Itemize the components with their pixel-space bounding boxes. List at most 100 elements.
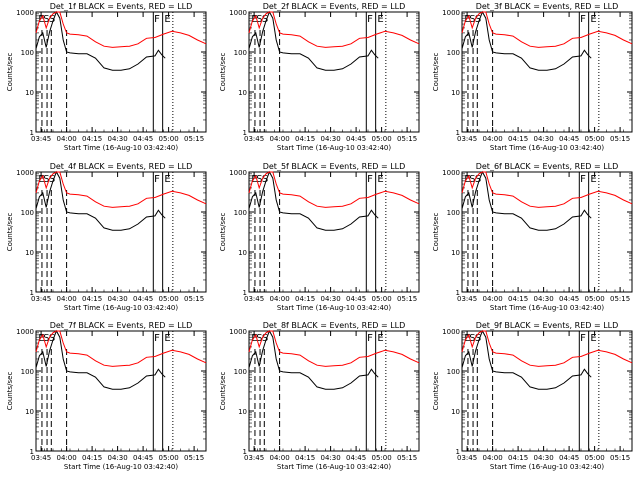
marker-letter: S <box>43 333 49 344</box>
marker-letter: E <box>590 174 596 185</box>
marker-letter: S <box>475 174 481 185</box>
lld-series-line <box>461 171 633 208</box>
marker-letter: E <box>464 14 470 25</box>
x-axis-label: Start Time (16-Aug-10 03:42:40) <box>64 144 178 152</box>
x-tick-label: 04:30 <box>108 135 128 143</box>
marker-letter: S <box>262 174 268 185</box>
marker-letter: E <box>164 333 170 344</box>
marker-letter: S <box>49 14 55 25</box>
y-tick-label: 10 <box>25 408 34 416</box>
x-tick-label: 04:00 <box>483 454 503 462</box>
marker-letter: S <box>262 333 268 344</box>
y-tick-label: 10 <box>451 249 460 257</box>
panel-title: Det_6f BLACK = Events, RED = LLD <box>476 162 619 171</box>
marker-letter: E <box>377 174 383 185</box>
x-tick-label: 05:00 <box>159 454 179 462</box>
events-series-line <box>248 10 379 71</box>
x-axis-label: Start Time (16-Aug-10 03:42:40) <box>277 463 391 471</box>
y-axis-label: Counts/sec <box>432 53 440 92</box>
panel-title: Det_1f BLACK = Events, RED = LLD <box>50 2 193 11</box>
x-tick-label: 04:30 <box>108 454 128 462</box>
marker-letter: F <box>367 14 373 25</box>
x-tick-label: 05:00 <box>372 454 392 462</box>
events-series-line <box>35 329 166 390</box>
x-tick-label: 05:00 <box>159 295 179 303</box>
x-tick-label: 04:30 <box>534 454 554 462</box>
marker-letter: S <box>43 14 49 25</box>
x-tick-label: 05:00 <box>585 135 605 143</box>
x-axis-label: Start Time (16-Aug-10 03:42:40) <box>490 304 604 312</box>
x-tick-label: 04:15 <box>295 135 315 143</box>
y-axis-label: Counts/sec <box>432 372 440 411</box>
x-tick-label: 05:15 <box>610 135 630 143</box>
panel-det-3: Det_3f BLACK = Events, RED = LLD 1 10 100 10… <box>432 2 633 152</box>
marker-letter: E <box>464 174 470 185</box>
panel-det-8: Det_8f BLACK = Events, RED = LLD 1 10 100 10… <box>219 321 420 471</box>
lld-series-line <box>461 11 633 48</box>
x-tick-label: 04:00 <box>270 454 290 462</box>
lld-series-line <box>248 11 420 48</box>
x-tick-label: 05:15 <box>184 454 204 462</box>
x-tick-label: 03:45 <box>31 295 51 303</box>
x-tick-label: 04:15 <box>82 454 102 462</box>
y-tick-label: 1000 <box>442 328 460 336</box>
marker-letter: E <box>251 174 257 185</box>
y-tick-label: 1000 <box>442 169 460 177</box>
y-tick-label: 1 <box>30 129 34 137</box>
panel-det-2: Det_2f BLACK = Events, RED = LLD 1 10 100 10… <box>219 2 420 152</box>
x-tick-label: 04:30 <box>321 454 341 462</box>
y-tick-label: 1000 <box>16 328 34 336</box>
events-series-line <box>461 329 592 390</box>
y-tick-label: 100 <box>447 368 460 376</box>
marker-letter: E <box>38 14 44 25</box>
x-tick-label: 03:45 <box>457 454 477 462</box>
x-tick-label: 04:45 <box>559 135 579 143</box>
x-tick-label: 05:15 <box>397 135 417 143</box>
marker-letter: S <box>475 333 481 344</box>
panel-title: Det_8f BLACK = Events, RED = LLD <box>263 321 406 330</box>
y-tick-label: 100 <box>447 49 460 57</box>
y-tick-label: 100 <box>21 49 34 57</box>
x-tick-label: 04:30 <box>321 295 341 303</box>
panel-det-6: Det_6f BLACK = Events, RED = LLD 1 10 100 10… <box>432 162 633 312</box>
y-axis-label: Counts/sec <box>219 213 227 252</box>
x-tick-label: 04:15 <box>295 295 315 303</box>
marker-letter: F <box>580 14 586 25</box>
panel-title: Det_3f BLACK = Events, RED = LLD <box>476 2 619 11</box>
y-axis-label: Counts/sec <box>432 213 440 252</box>
x-axis-label: Start Time (16-Aug-10 03:42:40) <box>490 463 604 471</box>
panel-title: Det_9f BLACK = Events, RED = LLD <box>476 321 619 330</box>
marker-letter: E <box>590 333 596 344</box>
marker-letter: E <box>164 14 170 25</box>
marker-letter: S <box>256 174 262 185</box>
y-tick-label: 100 <box>234 209 247 217</box>
x-tick-label: 03:45 <box>244 295 264 303</box>
x-tick-label: 04:00 <box>483 295 503 303</box>
x-tick-label: 04:45 <box>346 135 366 143</box>
marker-letter: S <box>469 174 475 185</box>
panel-det-4: Det_4f BLACK = Events, RED = LLD 1 10 100 10… <box>6 162 207 312</box>
x-tick-label: 05:00 <box>372 295 392 303</box>
marker-letter: S <box>49 174 55 185</box>
x-tick-label: 05:15 <box>610 295 630 303</box>
panel-title: Det_2f BLACK = Events, RED = LLD <box>263 2 406 11</box>
y-tick-label: 100 <box>234 368 247 376</box>
marker-letter: S <box>256 333 262 344</box>
marker-letter: F <box>154 14 160 25</box>
marker-letter: F <box>580 333 586 344</box>
y-tick-label: 1 <box>456 448 460 456</box>
y-tick-label: 1000 <box>229 328 247 336</box>
x-tick-label: 04:45 <box>133 135 153 143</box>
marker-letter: E <box>38 174 44 185</box>
marker-letter: E <box>377 14 383 25</box>
y-tick-label: 1 <box>243 448 247 456</box>
x-axis-label: Start Time (16-Aug-10 03:42:40) <box>490 144 604 152</box>
marker-letter: S <box>469 333 475 344</box>
y-tick-label: 10 <box>451 408 460 416</box>
marker-letter: E <box>590 14 596 25</box>
x-tick-label: 04:45 <box>559 454 579 462</box>
events-series-line <box>461 170 592 231</box>
x-tick-label: 03:45 <box>31 135 51 143</box>
x-axis-label: Start Time (16-Aug-10 03:42:40) <box>64 304 178 312</box>
